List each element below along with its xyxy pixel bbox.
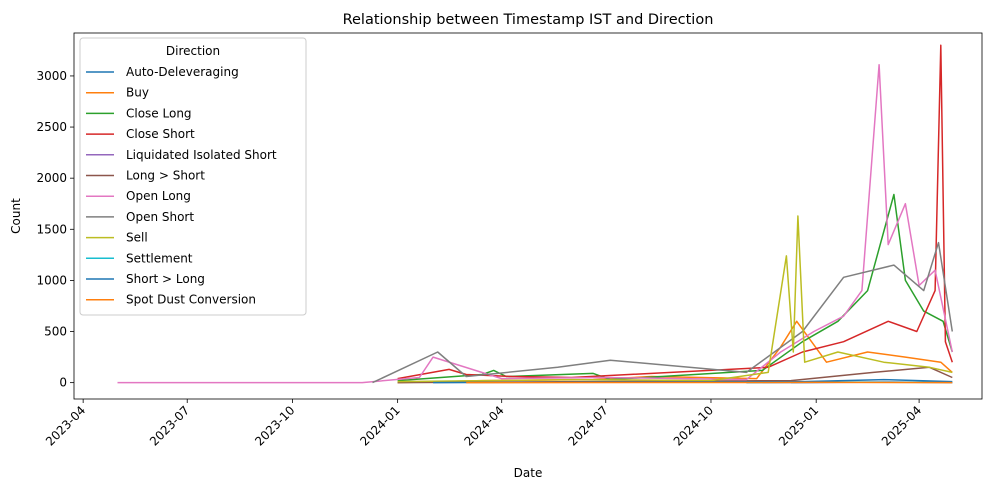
series-line-2 xyxy=(397,193,954,382)
y-tick-label: 2000 xyxy=(36,171,67,185)
x-tick-label: 2025-04 xyxy=(879,403,924,448)
x-tick-label: 2024-10 xyxy=(671,403,716,448)
legend-label: Auto-Deleveraging xyxy=(126,65,239,79)
x-tick-label: 2023-10 xyxy=(252,403,297,448)
y-tick-label: 1000 xyxy=(36,273,67,287)
x-tick-label: 2023-04 xyxy=(43,403,88,448)
legend-items: Auto-Deleveraging Buy Close Long Close Shor… xyxy=(86,65,277,307)
x-tick-label: 2025-01 xyxy=(776,403,821,448)
x-axis-label: Date xyxy=(514,466,543,480)
legend-label: Buy xyxy=(126,86,149,100)
chart-title: Relationship between Timestamp IST and D… xyxy=(343,12,714,28)
legend-label: Close Long xyxy=(126,106,192,120)
series-line-6 xyxy=(117,63,954,384)
legend: Direction Auto-Deleveraging Buy Close Long… xyxy=(79,37,307,316)
legend-label: Spot Dust Conversion xyxy=(126,293,256,307)
y-tick-label: 1500 xyxy=(36,222,67,236)
legend-label: Liquidated Isolated Short xyxy=(126,148,277,162)
y-tick-label: 3000 xyxy=(36,69,67,83)
legend-label: Short > Long xyxy=(126,272,205,286)
x-tick-label: 2024-01 xyxy=(357,403,402,448)
y-axis-label: Count xyxy=(9,198,23,234)
y-axis: 0 500 1000 1500 2000 2500 3000 xyxy=(36,69,74,390)
legend-label: Close Short xyxy=(126,127,195,141)
legend-label: Settlement xyxy=(126,251,193,265)
x-tick-label: 2024-04 xyxy=(461,403,506,448)
x-tick-label: 2023-07 xyxy=(147,403,192,448)
series-line-7 xyxy=(372,241,954,384)
series-lines xyxy=(117,44,954,384)
legend-title: Direction xyxy=(166,44,220,58)
series-line-8 xyxy=(397,215,953,383)
y-tick-label: 0 xyxy=(59,376,67,390)
plot-area xyxy=(73,32,983,400)
legend-label: Long > Short xyxy=(126,169,205,183)
x-axis: 2023-04 2023-07 2023-10 2024-01 2024-04 2024-… xyxy=(43,399,924,449)
y-tick-label: 500 xyxy=(44,325,67,339)
series-line-3 xyxy=(397,44,954,380)
legend-label: Open Short xyxy=(126,210,194,224)
legend-box xyxy=(79,37,307,316)
legend-label: Sell xyxy=(126,231,148,245)
y-tick-label: 2500 xyxy=(36,120,67,134)
x-tick-label: 2024-07 xyxy=(566,403,611,448)
legend-label: Open Long xyxy=(126,189,191,203)
